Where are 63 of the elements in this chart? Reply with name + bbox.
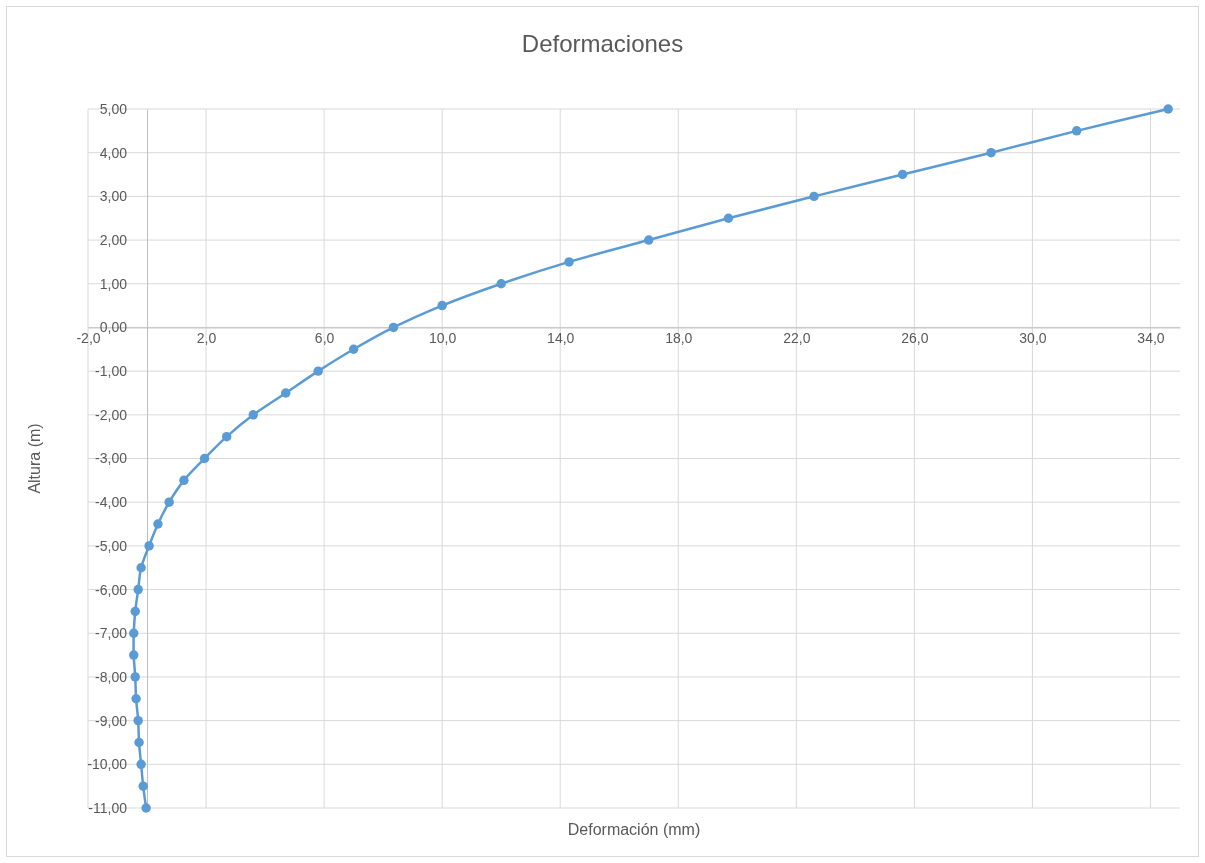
x-tick-label: 6,0: [314, 330, 335, 347]
y-tick-label: -7,00: [95, 625, 128, 642]
point: [141, 803, 151, 813]
point: [179, 475, 189, 486]
point: [130, 672, 140, 682]
point: [136, 563, 146, 573]
y-axis-title: Altura (m): [26, 423, 43, 494]
y-tick-label: 3,00: [99, 188, 128, 205]
chart-title: Deformaciones: [521, 30, 684, 57]
x-tick-label: 18,0: [665, 330, 693, 347]
point: [1071, 126, 1082, 136]
point: [388, 322, 399, 333]
point: [281, 388, 291, 398]
y-tick-label: -10,00: [87, 756, 128, 773]
y-tick-label: -11,00: [88, 799, 128, 816]
x-tick-label: 30,0: [1019, 330, 1047, 347]
y-tick-label: -2,00: [95, 406, 128, 423]
x-tick-label: 22,0: [783, 330, 811, 347]
y-tick-label: -6,00: [95, 581, 128, 598]
x-tick-label: 34,0: [1137, 330, 1165, 347]
point: [133, 715, 143, 726]
point: [564, 257, 574, 267]
point: [986, 147, 996, 158]
y-tick-label: 0,00: [99, 319, 128, 336]
point: [221, 431, 232, 442]
point: [133, 584, 143, 595]
y-tick-label: 5,00: [99, 100, 128, 117]
y-tick-label: 2,00: [99, 232, 128, 249]
point: [644, 235, 654, 245]
point: [134, 737, 144, 748]
y-tick-label: -9,00: [95, 712, 128, 729]
y-tick-label: 4,00: [99, 144, 128, 161]
point: [496, 279, 506, 289]
y-tick-label: 1,00: [99, 275, 128, 292]
point: [723, 213, 734, 223]
point: [248, 410, 258, 420]
point: [131, 694, 141, 704]
point: [129, 628, 139, 638]
y-tick-label: -4,00: [95, 494, 128, 511]
point: [199, 453, 210, 464]
y-tick-label: -3,00: [95, 450, 128, 467]
point: [136, 759, 146, 770]
point: [1163, 104, 1173, 114]
point: [138, 781, 148, 791]
point: [153, 519, 163, 529]
x-tick-label: 10,0: [429, 330, 457, 347]
y-tick-label: -1,00: [95, 363, 128, 380]
point: [130, 606, 140, 617]
x-tick-label: 14,0: [547, 330, 575, 347]
point: [897, 169, 908, 180]
point: [437, 300, 447, 311]
y-tick-label: -8,00: [95, 668, 128, 685]
point: [164, 497, 174, 507]
point: [313, 366, 323, 376]
point: [348, 344, 359, 354]
x-tick-label: -2,0: [76, 330, 101, 347]
x-axis-title: Deformación (mm): [567, 821, 701, 838]
x-tick-label: 2,0: [196, 330, 217, 347]
point: [809, 191, 819, 202]
point: [129, 650, 139, 660]
point: [144, 541, 154, 551]
y-tick-label: -5,00: [95, 537, 128, 554]
x-tick-label: 26,0: [901, 330, 929, 347]
